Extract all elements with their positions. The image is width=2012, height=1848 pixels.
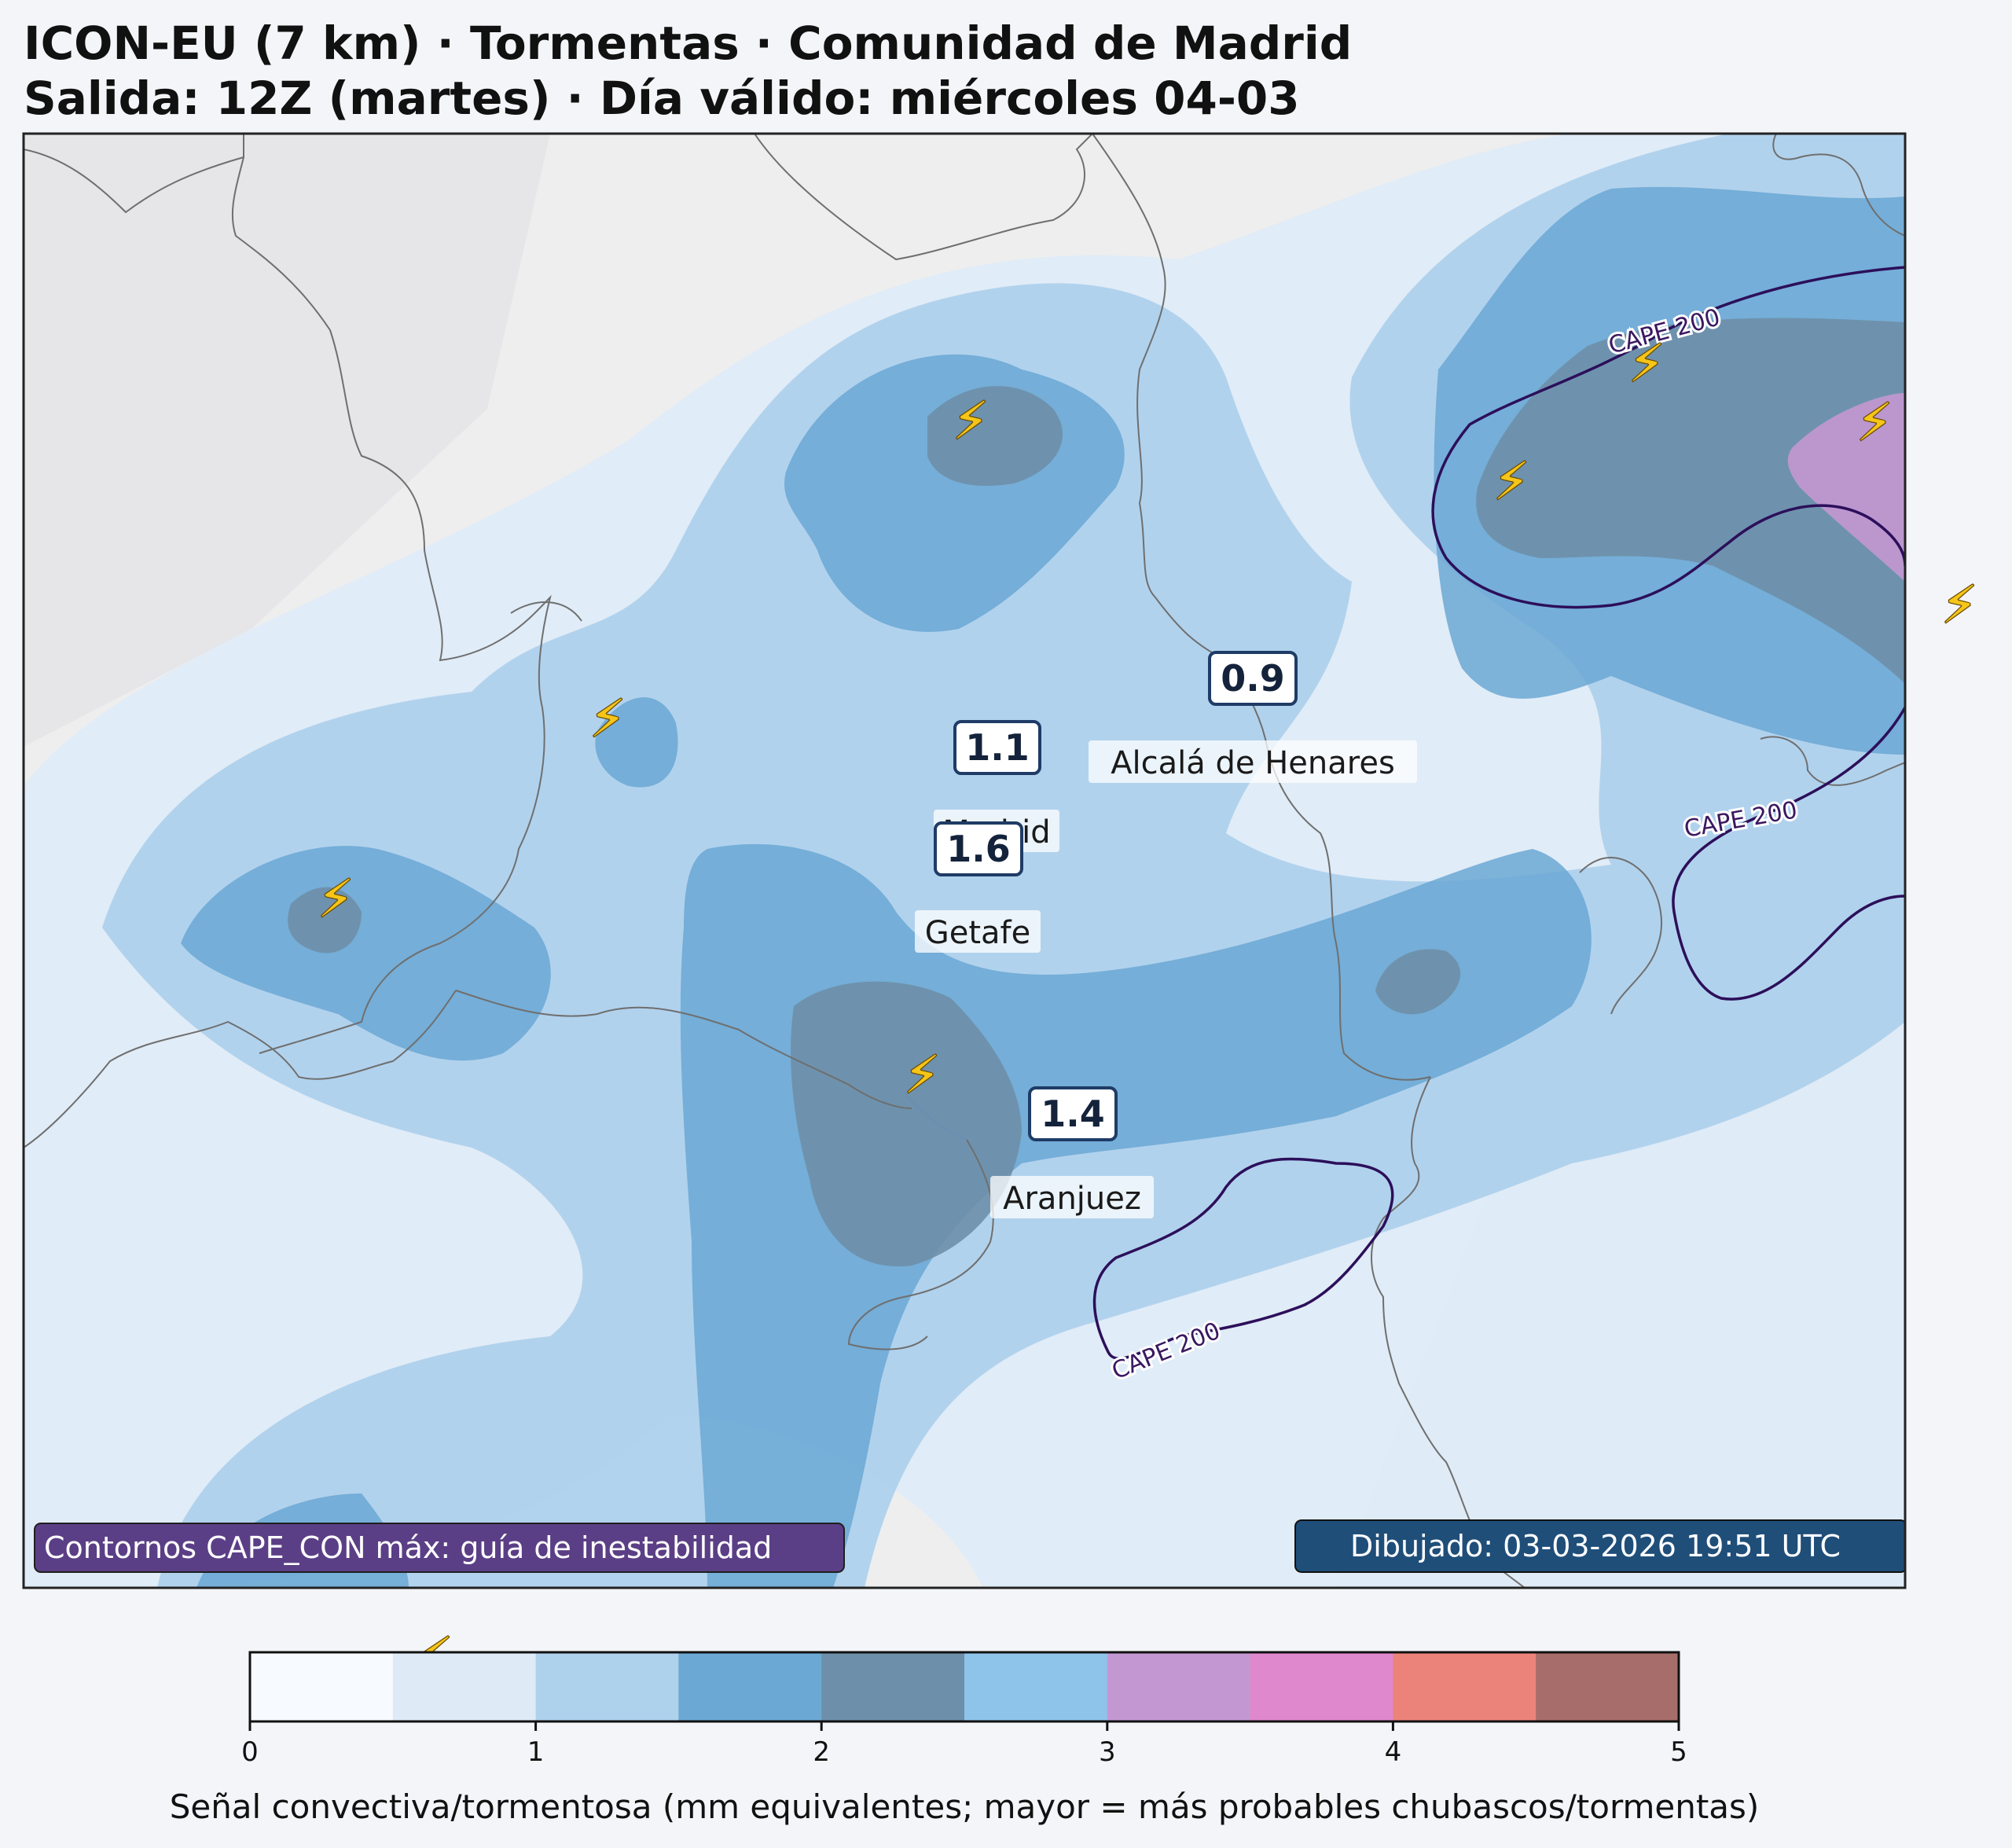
- info-box-left: Contornos CAPE_CON máx: guía de inestabi…: [34, 1523, 845, 1573]
- river-line: [902, 1091, 967, 1141]
- map-area: CAPE 200 CAPE 200 CAPE 200 ⚡ ⚡ ⚡ ⚡ ⚡ ⚡ ⚡…: [24, 134, 1905, 1588]
- lightning-bolt-icons: ⚡ ⚡ ⚡ ⚡ ⚡ ⚡ ⚡: [317, 332, 1894, 1107]
- colorbar-tick-label: 1: [527, 1736, 545, 1768]
- city-label-aranjuez: Aranjuez: [1003, 1181, 1141, 1217]
- cape-contours: [1092, 266, 1905, 1360]
- value-labels: 0.9 1.1 1.6 1.4: [934, 651, 1298, 1141]
- map-title: ICON-EU (7 km) · Tormentas · Comunidad d…: [24, 17, 1353, 70]
- value-label-getafe: 1.6: [946, 828, 1011, 870]
- province-boundaries: [24, 134, 1905, 1588]
- colorbar-segment: [1107, 1652, 1251, 1721]
- lightning-bolt-icon: ⚡: [953, 391, 989, 451]
- lightning-bolt-icon: ⚡: [1493, 451, 1529, 512]
- value-label-madrid: 1.1: [965, 726, 1030, 769]
- lightning-bolt-icon: ⚡: [1628, 333, 1665, 394]
- colorbar-segment: [1393, 1652, 1537, 1721]
- lightning-bolt-icon: ⚡: [904, 1045, 940, 1105]
- colorbar-segment: [535, 1652, 679, 1721]
- lightning-bolt-icon: ⚡: [318, 869, 354, 929]
- colorbar: 0 1 2 3 4 5 Señal convectiva/tormentosa (mm e…: [170, 1651, 1760, 1826]
- colorbar-tick-label: 2: [813, 1736, 830, 1768]
- lightning-bolt-icon: ⚡: [589, 689, 626, 749]
- colorbar-tick-label: 0: [241, 1736, 259, 1768]
- colorbar-segments: [250, 1652, 1680, 1721]
- signal-band-3-3.5: [1787, 393, 1905, 582]
- colorbar-frame: [248, 1651, 1680, 1723]
- city-label-getafe: Getafe: [925, 915, 1031, 951]
- signal-band-2-2.5: [288, 318, 1905, 1267]
- info-box-left-text: Contornos CAPE_CON máx: guía de inestabi…: [44, 1530, 772, 1565]
- colorbar-segment: [1250, 1652, 1393, 1721]
- city-label-alcala: Alcalá de Henares: [1111, 745, 1395, 781]
- info-box-right: Dibujado: 03-03-2026 19:51 UTC: [1294, 1519, 1905, 1573]
- lightning-bolt-icon: ⚡: [1856, 392, 1893, 453]
- colorbar-tick-label: 4: [1385, 1736, 1402, 1768]
- colorbar-tick-label: 5: [1670, 1736, 1687, 1768]
- colorbar-segment: [821, 1652, 965, 1721]
- map-frame: [22, 132, 1907, 1589]
- colorbar-tick-label: 3: [1099, 1736, 1116, 1768]
- colorbar-ticks: 0 1 2 3 4 5: [241, 1721, 1687, 1768]
- colorbar-segment: [392, 1652, 537, 1721]
- colorbar-label: Señal convectiva/tormentosa (mm equivale…: [170, 1787, 1760, 1826]
- colorbar-segment: [964, 1652, 1108, 1721]
- lightning-bolt-icon: ⚡: [1941, 575, 1977, 635]
- colorbar-segment: [250, 1652, 394, 1721]
- value-label-aranjuez: 1.4: [1041, 1093, 1105, 1135]
- map-subtitle: Salida: 12Z (martes) · Día válido: miérc…: [24, 72, 1300, 125]
- colorbar-segment: [678, 1652, 822, 1721]
- info-box-right-text: Dibujado: 03-03-2026 19:51 UTC: [1350, 1529, 1841, 1563]
- colorbar-segment: [1536, 1652, 1680, 1721]
- city-labels: Alcalá de Henares Madrid Getafe Aranjuez: [915, 740, 1417, 1218]
- terrain-relief: [24, 134, 550, 747]
- value-label-alcala: 0.9: [1221, 657, 1285, 700]
